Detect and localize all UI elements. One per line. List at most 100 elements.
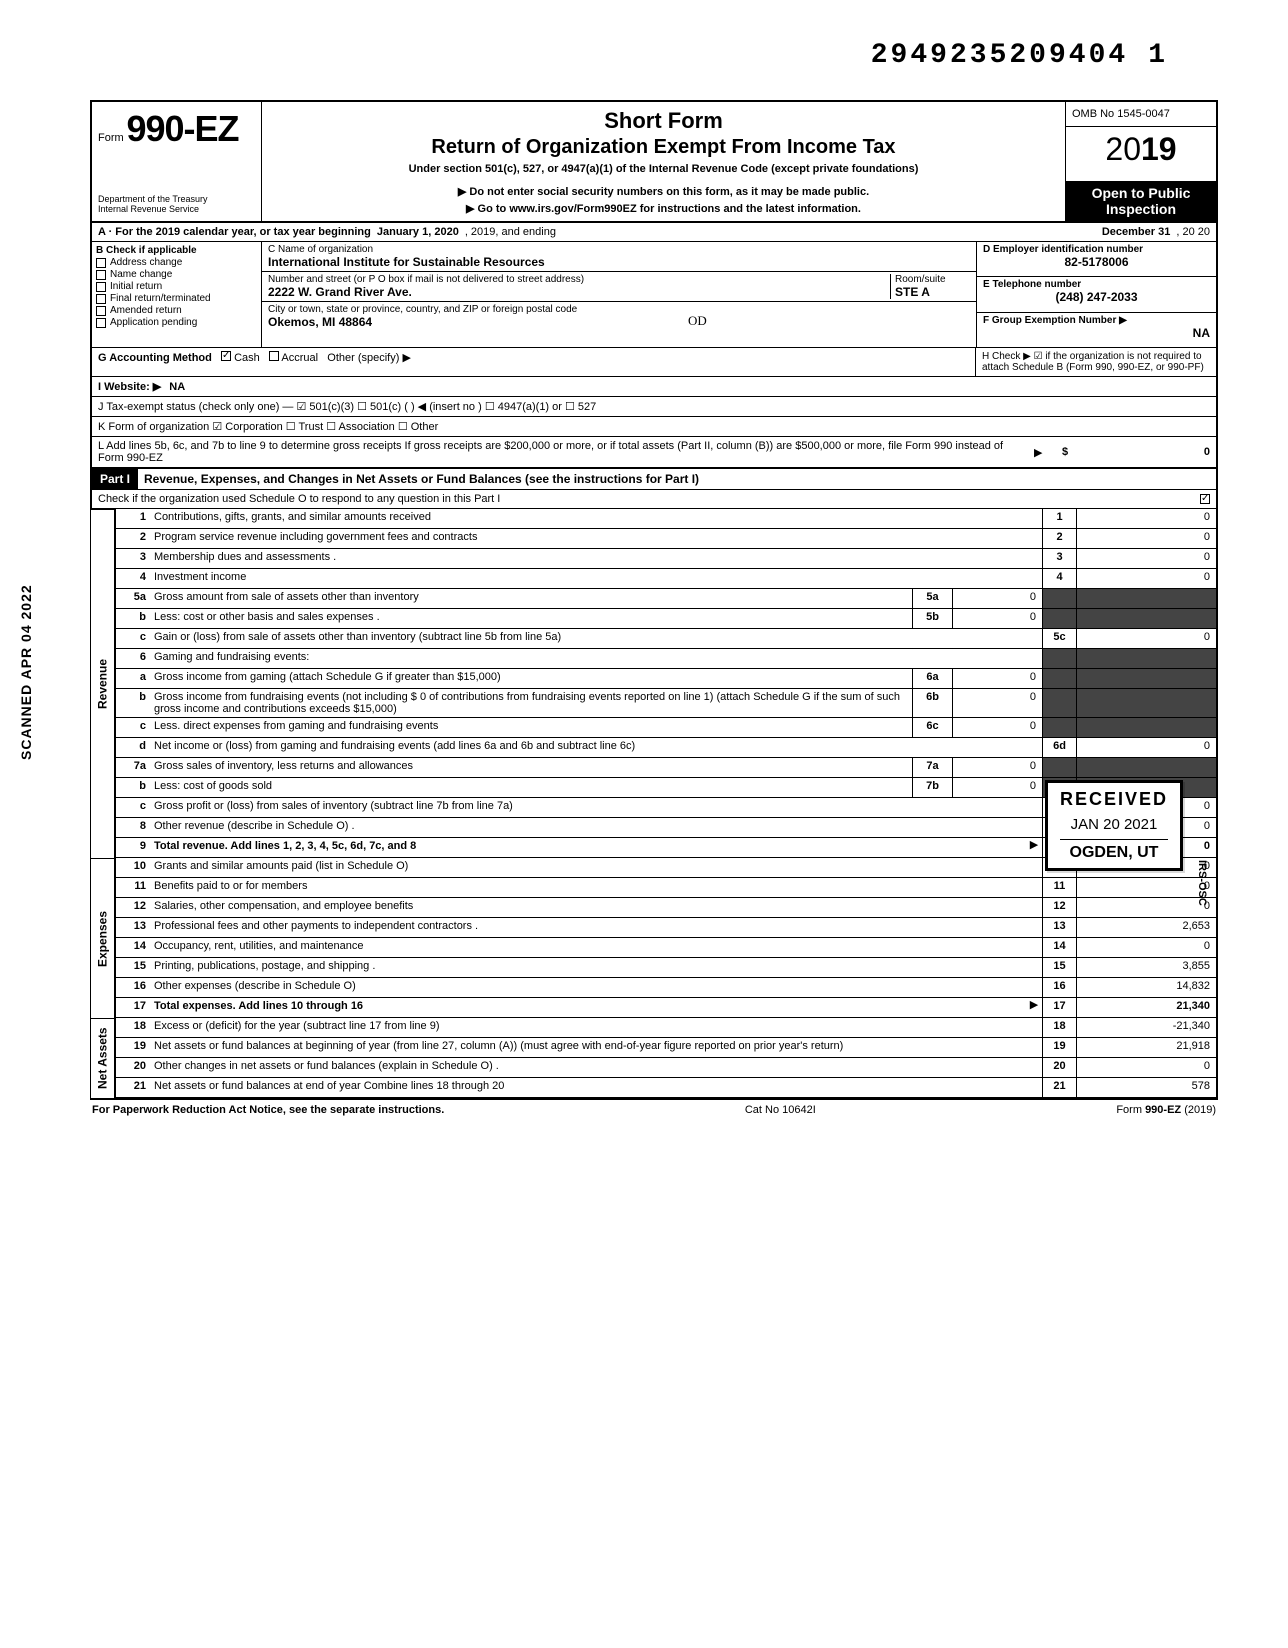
part1-check-row: Check if the organization used Schedule … [90, 490, 1218, 509]
lbl-amended-return: Amended return [110, 305, 182, 316]
part1-header-row: Part I Revenue, Expenses, and Changes in… [90, 469, 1218, 490]
chk-cash[interactable] [221, 351, 231, 361]
form-number-block: Form 990-EZ Department of the Treasury I… [92, 102, 262, 221]
lbl-name-change: Name change [110, 269, 172, 280]
received-stamp: RECEIVED JAN 20 2021 OGDEN, UT [1045, 780, 1183, 871]
row-g: G Accounting Method Cash Accrual Other (… [92, 348, 976, 376]
lbl-address-change: Address change [110, 257, 182, 268]
row-l-amt: 0 [1090, 446, 1210, 458]
line-4: 4Investment income40 [116, 569, 1218, 589]
org-name: International Institute for Sustainable … [268, 255, 970, 269]
side-expenses: Expenses [90, 858, 116, 1018]
group-exempt-value: NA [983, 326, 1210, 340]
chk-final-return[interactable] [96, 294, 106, 304]
line-11: 11Benefits paid to or for members110 [116, 878, 1218, 898]
identification-block: B Check if applicable Address change Nam… [90, 242, 1218, 348]
org-name-label: C Name of organization [268, 244, 970, 255]
line-21: 21Net assets or fund balances at end of … [116, 1078, 1218, 1098]
lbl-accrual: Accrual [281, 352, 318, 364]
line-15: 15Printing, publications, postage, and s… [116, 958, 1218, 978]
chk-initial-return[interactable] [96, 282, 106, 292]
line-14: 14Occupancy, rent, utilities, and mainte… [116, 938, 1218, 958]
side-revenue: Revenue [90, 509, 116, 858]
row-a-label: A · For the 2019 calendar year, or tax y… [98, 226, 371, 238]
irs-label: Internal Revenue Service [98, 205, 255, 215]
scanned-stamp: SCANNED APR 04 2022 [18, 584, 34, 760]
group-exempt-label: F Group Exemption Number ▶ [983, 315, 1210, 326]
line-d: dNet income or (loss) from gaming and fu… [116, 738, 1218, 758]
chk-amended-return[interactable] [96, 306, 106, 316]
ein-value: 82-5178006 [983, 255, 1210, 269]
line-5a: 5aGross amount from sale of assets other… [116, 589, 1218, 609]
room-value: STE A [895, 285, 970, 299]
line-c: cLess. direct expenses from gaming and f… [116, 718, 1218, 738]
row-a-tax-year: A · For the 2019 calendar year, or tax y… [90, 223, 1218, 242]
line-18: 18Excess or (deficit) for the year (subt… [116, 1018, 1218, 1038]
website-value: NA [169, 381, 185, 393]
chk-address-change[interactable] [96, 258, 106, 268]
block-b-header: B Check if applicable [96, 245, 257, 256]
subtitle: Under section 501(c), 527, or 4947(a)(1)… [272, 163, 1055, 175]
chk-name-change[interactable] [96, 270, 106, 280]
form-prefix: Form [98, 132, 124, 144]
line-c: cGain or (loss) from sale of assets othe… [116, 629, 1218, 649]
tax-year: 2019 [1066, 127, 1216, 168]
footer-right: Form 990-EZ (2019) [1116, 1104, 1216, 1116]
form-header: Form 990-EZ Department of the Treasury I… [90, 100, 1218, 223]
received-location: OGDEN, UT [1060, 839, 1168, 862]
part1-label: Part I [92, 469, 138, 489]
chk-accrual[interactable] [269, 351, 279, 361]
line-20: 20Other changes in net assets or fund ba… [116, 1058, 1218, 1078]
org-addr: 2222 W. Grand River Ave. [268, 285, 890, 299]
phone-value: (248) 247-2033 [983, 290, 1210, 304]
received-label: RECEIVED [1060, 789, 1168, 810]
row-a-end-year: , 20 20 [1176, 226, 1210, 238]
lbl-cash: Cash [234, 352, 260, 364]
title-short-form: Short Form [272, 108, 1055, 134]
line-6: 6Gaming and fundraising events: [116, 649, 1218, 669]
line-17: 17Total expenses. Add lines 10 through 1… [116, 998, 1218, 1018]
row-a-end-month: December 31 [1102, 226, 1171, 238]
chk-application-pending[interactable] [96, 318, 106, 328]
form-header-right: OMB No 1545-0047 2019 Open to Public Ins… [1066, 102, 1216, 221]
org-city-label: City or town, state or province, country… [268, 304, 970, 315]
lbl-other-method: Other (specify) ▶ [327, 352, 411, 364]
part1-schedule-o-check[interactable] [1200, 494, 1210, 504]
line-b: bLess: cost or other basis and sales exp… [116, 609, 1218, 629]
block-c: C Name of organization International Ins… [262, 242, 976, 347]
lbl-initial-return: Initial return [110, 281, 162, 292]
line-13: 13Professional fees and other payments t… [116, 918, 1218, 938]
page-footer: For Paperwork Reduction Act Notice, see … [90, 1098, 1218, 1120]
row-l: L Add lines 5b, 6c, and 7b to line 9 to … [90, 437, 1218, 469]
phone-label: E Telephone number [983, 279, 1210, 290]
block-b: B Check if applicable Address change Nam… [92, 242, 262, 347]
lbl-final-return: Final return/terminated [110, 293, 211, 304]
org-city: Okemos, MI 48864 [268, 315, 970, 329]
part1-check-text: Check if the organization used Schedule … [98, 493, 1192, 505]
ein-label: D Employer identification number [983, 244, 1210, 255]
footer-left: For Paperwork Reduction Act Notice, see … [92, 1104, 444, 1116]
omb-number: OMB No 1545-0047 [1066, 102, 1216, 127]
line-7a: 7aGross sales of inventory, less returns… [116, 758, 1218, 778]
room-label: Room/suite [895, 274, 970, 285]
right-col-def: D Employer identification number 82-5178… [976, 242, 1216, 347]
row-j: J Tax-exempt status (check only one) — ☑… [90, 397, 1218, 417]
line-a: aGross income from gaming (attach Schedu… [116, 669, 1218, 689]
row-k: K Form of organization ☑ Corporation ☐ T… [90, 417, 1218, 437]
arrow-ssn: ▶ Do not enter social security numbers o… [272, 185, 1055, 198]
irs-osc-vertical: IRS-OSC [1196, 860, 1208, 906]
open-public: Open to Public Inspection [1066, 181, 1216, 221]
footer-cat: Cat No 10642I [745, 1104, 816, 1116]
line-12: 12Salaries, other compensation, and empl… [116, 898, 1218, 918]
line-16: 16Other expenses (describe in Schedule O… [116, 978, 1218, 998]
side-netassets: Net Assets [90, 1018, 116, 1098]
line-19: 19Net assets or fund balances at beginni… [116, 1038, 1218, 1058]
arrow-instructions: ▶ Go to www.irs.gov/Form990EZ for instru… [272, 202, 1055, 215]
row-a-begin: January 1, 2020 [377, 226, 459, 238]
row-i: I Website: ▶ NA [90, 377, 1218, 397]
line-2: 2Program service revenue including gover… [116, 529, 1218, 549]
dln-number: 29492352094041 [871, 40, 1168, 71]
line-1: 1Contributions, gifts, grants, and simil… [116, 509, 1218, 529]
received-date: JAN 20 2021 [1060, 816, 1168, 833]
line-3: 3Membership dues and assessments .30 [116, 549, 1218, 569]
